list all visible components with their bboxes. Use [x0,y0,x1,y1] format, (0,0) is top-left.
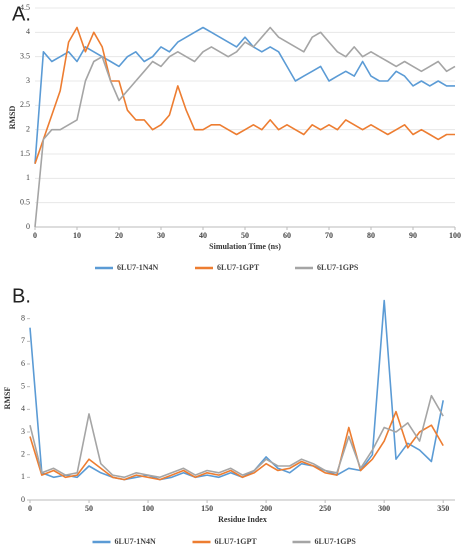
x-tick-label: 70 [325,231,333,240]
y-tick-label: 1.5 [20,149,30,158]
x-tick-label: 90 [409,231,417,240]
x-tick-label: 50 [241,231,249,240]
legend-label: 6LU7-1GPT [217,263,260,272]
y-tick-label: 3 [26,76,30,85]
x-tick-label: 350 [437,504,449,513]
legend-label: 6LU7-1N4N [117,263,159,272]
y-tick-label: 4 [26,27,30,36]
y-tick-label: 1 [26,173,30,182]
y-tick-label: 4 [21,404,25,413]
x-tick-label: 0 [33,231,37,240]
y-tick-label: 1 [21,472,25,481]
y-tick-label: 0 [26,222,30,231]
series-line [29,410,444,481]
series-line [34,26,455,164]
legend-label: 6LU7-1GPT [215,537,258,546]
x-axis-title: Residue Index [218,515,267,524]
x-tick-label: 100 [449,231,461,240]
series-line [29,394,444,479]
legend-label: 6LU7-1N4N [115,537,157,546]
x-tick-label: 30 [157,231,165,240]
x-tick-label: 10 [73,231,81,240]
panel-label: B. [12,285,31,307]
y-tick-label: 2.5 [20,100,30,109]
x-tick-label: 250 [319,504,331,513]
x-tick-label: 80 [367,231,375,240]
x-tick-label: 200 [260,504,272,513]
y-tick-label: 4.5 [20,3,30,12]
y-tick-label: 3 [21,427,25,436]
x-tick-label: 0 [28,504,32,513]
legend-label: 6LU7-1GPS [317,263,359,272]
x-tick-label: 50 [85,504,93,513]
legend-label: 6LU7-1GPS [315,537,357,546]
x-tick-label: 300 [378,504,390,513]
y-tick-label: 5 [21,381,25,390]
series-line [34,26,456,228]
y-tick-label: 6 [21,359,25,368]
series-line [29,299,444,481]
y-tick-label: 3.5 [20,51,30,60]
y-tick-label: 0 [21,495,25,504]
y-tick-label: 2 [26,124,30,133]
y-axis-title: RMSF [3,387,12,410]
y-axis-title: RMSD [8,106,17,130]
y-tick-label: 7 [21,336,25,345]
x-tick-label: 40 [199,231,207,240]
x-tick-label: 20 [115,231,123,240]
series-line [34,26,455,164]
x-tick-label: 60 [283,231,291,240]
x-tick-label: 100 [142,504,154,513]
y-tick-label: 0.5 [20,197,30,206]
x-tick-label: 150 [201,504,213,513]
panel-label: A. [12,3,31,25]
y-tick-label: 2 [21,449,25,458]
x-axis-title: Simulation Time (ns) [209,242,281,251]
y-tick-label: 8 [21,313,25,322]
